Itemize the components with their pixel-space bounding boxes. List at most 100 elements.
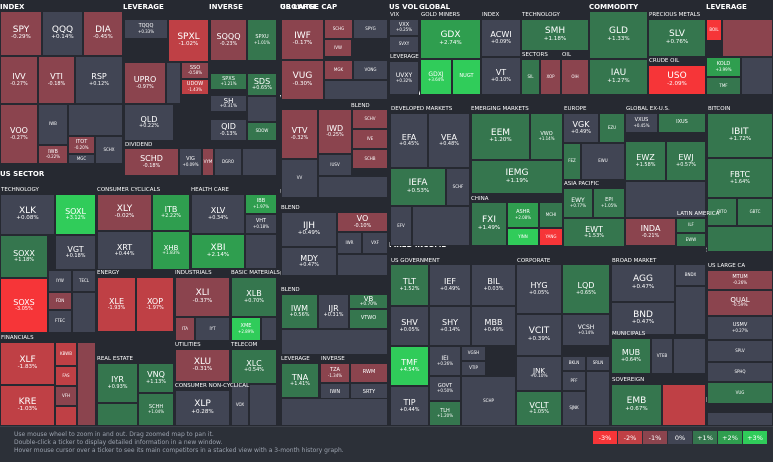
ticker-ewz[interactable]: EWZ +1.58% (625, 141, 666, 181)
ticker-mchi[interactable]: MCHI (539, 202, 563, 228)
ticker-tile[interactable] (242, 148, 277, 176)
ticker-kre[interactable]: KRE -1.03% (0, 385, 55, 426)
ticker-shy[interactable]: SHY +0.14% (429, 306, 471, 346)
ticker-schx[interactable]: SCHX (95, 136, 123, 164)
ticker-fxi[interactable]: FXI +1.49% (471, 202, 507, 246)
ticker-vcit[interactable]: VCIT +0.39% (516, 314, 562, 356)
ticker-itb[interactable]: ITB +2.22% (152, 194, 190, 231)
ticker-tile[interactable] (281, 329, 388, 355)
ticker-lqd[interactable]: LQD +0.65% (562, 264, 610, 314)
ticker-xlp[interactable]: XLP +0.28% (175, 390, 230, 426)
ticker-xbi[interactable]: XBI +2.14% (191, 234, 245, 269)
ticker-xly[interactable]: XLY -0.02% (97, 194, 152, 231)
ticker-emb[interactable]: EMB +0.67% (611, 384, 662, 426)
ticker-schh[interactable]: SCHH +1.04% (138, 393, 174, 426)
ticker-tile[interactable] (662, 384, 706, 426)
ticker-uso[interactable]: USO -2.09% (648, 65, 706, 95)
ticker-qld[interactable]: QLD +0.22% (124, 104, 174, 141)
ticker-iei[interactable]: IEI +0.26% (429, 346, 461, 376)
ticker-bkln[interactable]: BKLN (562, 356, 586, 371)
ticker-epi[interactable]: EPI +1.05% (593, 188, 625, 218)
ticker-svxy[interactable]: SVXY (389, 36, 419, 53)
ticker-vug[interactable]: VUG -0.30% (281, 60, 324, 100)
ticker-tile[interactable] (247, 96, 277, 122)
ticker-iwm[interactable]: IWM +0.56% (281, 294, 318, 329)
ticker-ftec[interactable]: FTEC (48, 310, 72, 333)
ticker-xlv[interactable]: XLV +0.34% (191, 194, 245, 234)
ticker-vt[interactable]: VT +0.10% (481, 57, 521, 95)
ticker-smh[interactable]: SMH +1.18% (521, 19, 589, 51)
ticker-rsp[interactable]: RSP +0.12% (75, 56, 123, 104)
ticker-fez[interactable]: FEZ (563, 143, 581, 180)
ticker-udow[interactable]: UDOW -1.43% (181, 79, 209, 95)
ticker-tile[interactable] (97, 403, 138, 426)
ticker-iemg[interactable]: IEMG +1.19% (471, 160, 563, 194)
ticker-nugt[interactable]: NUGT (452, 59, 481, 95)
ticker-schb[interactable]: SCHB (352, 149, 388, 169)
ticker-sh[interactable]: SH +0.31% (210, 95, 247, 112)
ticker-soxs[interactable]: SOXS -3.05% (0, 278, 48, 333)
ticker-pff[interactable]: PFF (562, 371, 586, 391)
ticker-tile[interactable] (68, 104, 123, 136)
ticker-tile[interactable] (412, 206, 470, 246)
ticker-sphq[interactable]: SPHQ (707, 362, 773, 382)
ticker-schp[interactable]: SCHP (461, 376, 516, 426)
ticker-eww[interactable]: EWW (676, 233, 706, 247)
ticker-tile[interactable] (722, 19, 773, 57)
ticker-vgk[interactable]: VGK +0.49% (563, 113, 599, 143)
ticker-ewu[interactable]: EWU (581, 143, 625, 180)
ticker-kbwb[interactable]: KBWB (55, 342, 77, 366)
ticker-tile[interactable] (261, 317, 277, 341)
ticker-bnd[interactable]: BND +0.47% (611, 302, 675, 335)
ticker-ita[interactable]: ITA (175, 317, 195, 341)
ticker-ewy[interactable]: EWY +0.77% (563, 188, 593, 218)
ticker-tile[interactable] (707, 226, 773, 252)
ticker-fbtc[interactable]: FBTC +1.64% (707, 158, 773, 198)
ticker-schg[interactable]: SCHG (324, 19, 353, 39)
ticker-tile[interactable] (281, 398, 388, 426)
ticker-ashr[interactable]: ASHR +2.08% (507, 202, 539, 228)
ticker-vig[interactable]: VIG +0.09% (179, 148, 202, 176)
ticker-usmv[interactable]: USMV +0.27% (707, 316, 773, 340)
ticker-fas[interactable]: FAS (55, 366, 77, 386)
ticker-gld[interactable]: GLD +1.33% (589, 11, 648, 59)
ticker-iyr[interactable]: IYR +0.93% (97, 363, 138, 403)
ticker-xme[interactable]: XME +2.89% (231, 317, 261, 341)
ticker-sil[interactable]: SIL (521, 59, 540, 95)
ticker-ijh[interactable]: IJH +0.49% (281, 212, 337, 247)
ticker-tip[interactable]: TIP +0.44% (390, 386, 429, 426)
ticker-tile[interactable] (337, 254, 388, 276)
ticker-vnq[interactable]: VNQ +1.13% (138, 363, 174, 393)
ticker-vea[interactable]: VEA +0.48% (428, 113, 470, 168)
ticker-soxx[interactable]: SOXX +1.18% (0, 235, 48, 278)
ticker-yang[interactable]: YANG (539, 228, 563, 246)
ticker-gdxj[interactable]: GDXJ +3.64% (420, 59, 452, 95)
ticker-tza[interactable]: TZA -1.34% (320, 363, 350, 383)
ticker-iau[interactable]: IAU +1.27% (589, 59, 648, 95)
ticker-rwm[interactable]: RWM (350, 363, 388, 383)
ticker-xle[interactable]: XLE -1.93% (97, 277, 136, 332)
ticker-efa[interactable]: EFA +0.45% (390, 113, 428, 168)
ticker-mgc[interactable]: MGC (68, 154, 95, 164)
ticker-vfh[interactable]: VFH (55, 386, 77, 406)
ticker-ewt[interactable]: EWT +1.53% (563, 218, 625, 247)
ticker-vgt[interactable]: VGT +0.18% (55, 235, 96, 270)
ticker-ijr[interactable]: IJR +0.31% (318, 294, 349, 329)
ticker-schf[interactable]: SCHF (446, 168, 470, 206)
ticker-vteb[interactable]: VTEB (651, 338, 673, 374)
ticker-ivw[interactable]: IVW (324, 39, 352, 57)
ticker-ilf[interactable]: ILF (676, 218, 706, 233)
ticker-sds[interactable]: SDS +0.65% (247, 73, 277, 96)
ticker-tile[interactable] (324, 80, 388, 100)
ticker-vxf[interactable]: VXF (362, 232, 388, 254)
ticker-tile[interactable] (318, 176, 388, 198)
ticker-inda[interactable]: INDA -0.21% (625, 218, 676, 246)
ticker-ixus[interactable]: IXUS (658, 113, 706, 133)
ticker-soxl[interactable]: SOXL +3.12% (55, 194, 96, 235)
ticker-tile[interactable] (625, 181, 706, 218)
ticker-iwb[interactable]: IWB (38, 104, 68, 145)
ticker-vym[interactable]: VYM (202, 148, 214, 176)
ticker-fdn[interactable]: FDN (48, 292, 72, 310)
ticker-tile[interactable] (55, 406, 77, 426)
